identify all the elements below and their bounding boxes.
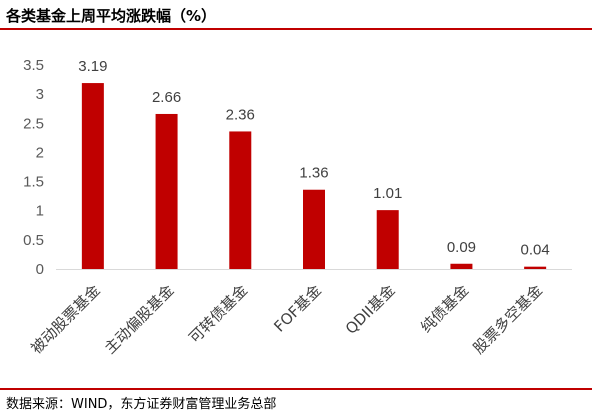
y-tick-label: 0 xyxy=(36,261,44,278)
data-label: 2.36 xyxy=(226,106,255,123)
bar xyxy=(155,113,178,270)
bar xyxy=(229,131,252,269)
title-rule xyxy=(0,28,592,30)
bar-chart: 0 0.5 1 1.5 2 2.5 3 3.5 3.19 被动股票基金 2.66 主动偏股基金 2.36… xyxy=(23,57,572,357)
category-label: 可转债基金 xyxy=(185,281,251,347)
bar xyxy=(450,263,473,269)
y-tick-label: 3 xyxy=(36,86,44,103)
category-label: 主动偏股基金 xyxy=(101,281,177,357)
category-label: 被动股票基金 xyxy=(27,281,103,357)
category-label: FOF基金 xyxy=(270,281,325,336)
category-label: QDII基金 xyxy=(342,281,399,338)
y-tick-label: 2 xyxy=(36,144,44,161)
bar xyxy=(303,189,325,269)
y-tick-label: 0.5 xyxy=(23,232,44,249)
y-tick-label: 1 xyxy=(36,203,44,220)
data-label: 1.01 xyxy=(373,185,402,202)
y-tick-label: 2.5 xyxy=(23,115,44,132)
y-tick-label: 3.5 xyxy=(23,57,44,74)
data-label: 0.04 xyxy=(521,242,550,259)
y-tick-label: 1.5 xyxy=(23,174,44,191)
data-label: 1.36 xyxy=(299,165,328,182)
data-source-note: 数据来源：WIND，东方证券财富管理业务总部 xyxy=(6,397,277,412)
chart-title: 各类基金上周平均涨跌幅（%） xyxy=(6,7,217,25)
data-label: 0.09 xyxy=(447,239,476,256)
bar xyxy=(81,83,104,269)
data-label: 3.19 xyxy=(78,58,107,75)
category-label: 纯债基金 xyxy=(417,281,472,336)
bar xyxy=(376,210,399,269)
data-label: 2.66 xyxy=(152,89,181,106)
category-label: 股票多空基金 xyxy=(470,281,546,357)
source-rule xyxy=(0,388,592,390)
bar xyxy=(524,266,547,269)
